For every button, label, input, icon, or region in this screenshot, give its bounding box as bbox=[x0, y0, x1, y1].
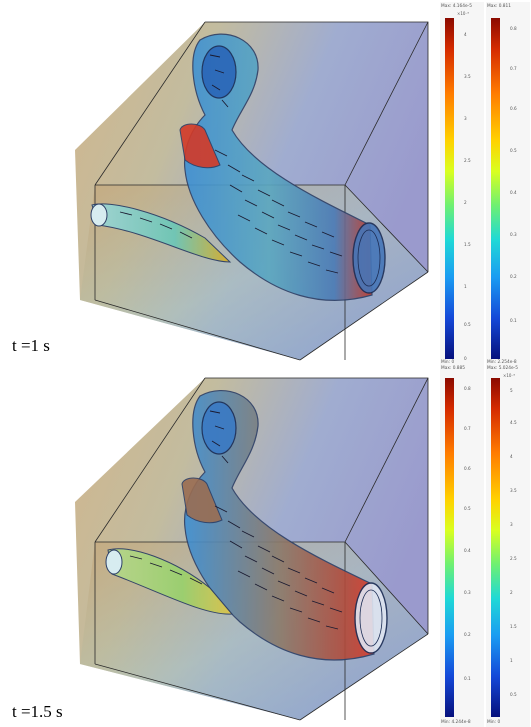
simulation-panel-t1: t =1 s Max: 4.164e-5 ×10⁻⁵ 4 3.5 3 2.5 2… bbox=[0, 0, 531, 367]
colorbar bbox=[491, 378, 500, 717]
legend-tick: 0.8 bbox=[464, 386, 471, 391]
legend-tick: 0.7 bbox=[464, 426, 471, 431]
legend-tick: 0.1 bbox=[464, 676, 471, 681]
vessel-upper-inlet bbox=[201, 401, 237, 455]
color-legend-1: Max: 0.885 0.8 0.7 0.6 0.5 0.4 0.3 0.2 0… bbox=[440, 364, 484, 727]
legend-tick: 0.3 bbox=[510, 232, 517, 237]
legend-tick: 0.5 bbox=[510, 692, 517, 697]
legend-tick: 3 bbox=[464, 116, 467, 121]
legend-tick: 2 bbox=[464, 200, 467, 205]
time-label: t =1 s bbox=[12, 336, 50, 355]
legend-tick: 0.5 bbox=[464, 506, 471, 511]
vessel-upper-inlet bbox=[201, 45, 237, 99]
legend-tick: 0.6 bbox=[464, 466, 471, 471]
colorbar bbox=[445, 378, 454, 717]
legend-tick: 4.5 bbox=[510, 420, 517, 425]
legend-max: Max: 0.885 bbox=[441, 366, 465, 371]
color-legend-1: Max: 4.164e-5 ×10⁻⁵ 4 3.5 3 2.5 2 1.5 1 … bbox=[440, 2, 484, 367]
legend-tick: 0.4 bbox=[510, 190, 517, 195]
legend-min: Min: 4.244e-8 bbox=[441, 720, 471, 725]
vessel-branch bbox=[91, 203, 232, 263]
legend-tick: 2.5 bbox=[464, 158, 471, 163]
legend-max: Max: 4.164e-5 bbox=[441, 4, 472, 9]
legend-tick: 1.5 bbox=[464, 242, 471, 247]
legend-tick: 2.5 bbox=[510, 556, 517, 561]
legend-tick: 3 bbox=[510, 522, 513, 527]
legend-min: Min: 0 bbox=[441, 360, 455, 365]
colorbar bbox=[445, 18, 454, 359]
legend-tick: 0.1 bbox=[510, 318, 517, 323]
simulation-panel-t1-5: t =1.5 s Max: 0.885 0.8 0.7 0.6 0.5 0.4 … bbox=[0, 364, 531, 727]
vessel-outlet bbox=[352, 222, 386, 294]
legend-tick: 0 bbox=[464, 356, 467, 361]
legend-max: Max: 0.811 bbox=[487, 4, 511, 9]
legend-tick: 0.6 bbox=[510, 106, 517, 111]
vessel-branch-inlet bbox=[90, 203, 108, 227]
legend-tick: 1 bbox=[464, 284, 467, 289]
legend-tick: 0.5 bbox=[510, 148, 517, 153]
legend-tick: 2 bbox=[510, 590, 513, 595]
legend-tick: 1 bbox=[510, 658, 513, 663]
colorbar bbox=[491, 18, 500, 359]
legend-min: Min: 0 bbox=[487, 720, 501, 725]
vessel-render-t1-5 bbox=[75, 377, 429, 721]
legend-exponent: ×10⁻⁵ bbox=[457, 11, 470, 16]
legend-tick: 3.5 bbox=[464, 74, 471, 79]
vessel-side-stub bbox=[181, 477, 223, 524]
legend-min: Min: 2.254e-8 bbox=[487, 360, 517, 365]
vessel-outlet bbox=[354, 582, 388, 654]
legend-tick: 4 bbox=[510, 454, 513, 459]
vessel-side-stub bbox=[179, 123, 221, 169]
time-label: t =1.5 s bbox=[12, 702, 63, 721]
flow-arrows bbox=[119, 54, 343, 274]
legend-tick: 0.3 bbox=[464, 590, 471, 595]
color-legend-2: Max: 0.811 0.8 0.7 0.6 0.5 0.4 0.3 0.2 0… bbox=[486, 2, 530, 367]
legend-tick: 0.4 bbox=[464, 548, 471, 553]
flow-arrows bbox=[129, 410, 343, 630]
legend-tick: 1.5 bbox=[510, 624, 517, 629]
legend-tick: 5 bbox=[510, 388, 513, 393]
legend-tick: 3.5 bbox=[510, 488, 517, 493]
legend-tick: 0.7 bbox=[510, 66, 517, 71]
legend-exponent: ×10⁻⁵ bbox=[503, 373, 516, 378]
vessel-render-t1 bbox=[75, 21, 429, 361]
legend-tick: 0.2 bbox=[510, 274, 517, 279]
legend-max: Max: 5.024e-5 bbox=[487, 366, 518, 371]
vessel-branch-inlet bbox=[105, 549, 123, 575]
legend-tick: 0.2 bbox=[464, 632, 471, 637]
legend-tick: 0.5 bbox=[464, 322, 471, 327]
color-legend-2: Max: 5.024e-5 ×10⁻⁵ 5 4.5 4 3.5 3 2.5 2 … bbox=[486, 364, 530, 727]
legend-tick: 4 bbox=[464, 32, 467, 37]
vessel-branch bbox=[107, 548, 234, 615]
legend-tick: 0.8 bbox=[510, 26, 517, 31]
